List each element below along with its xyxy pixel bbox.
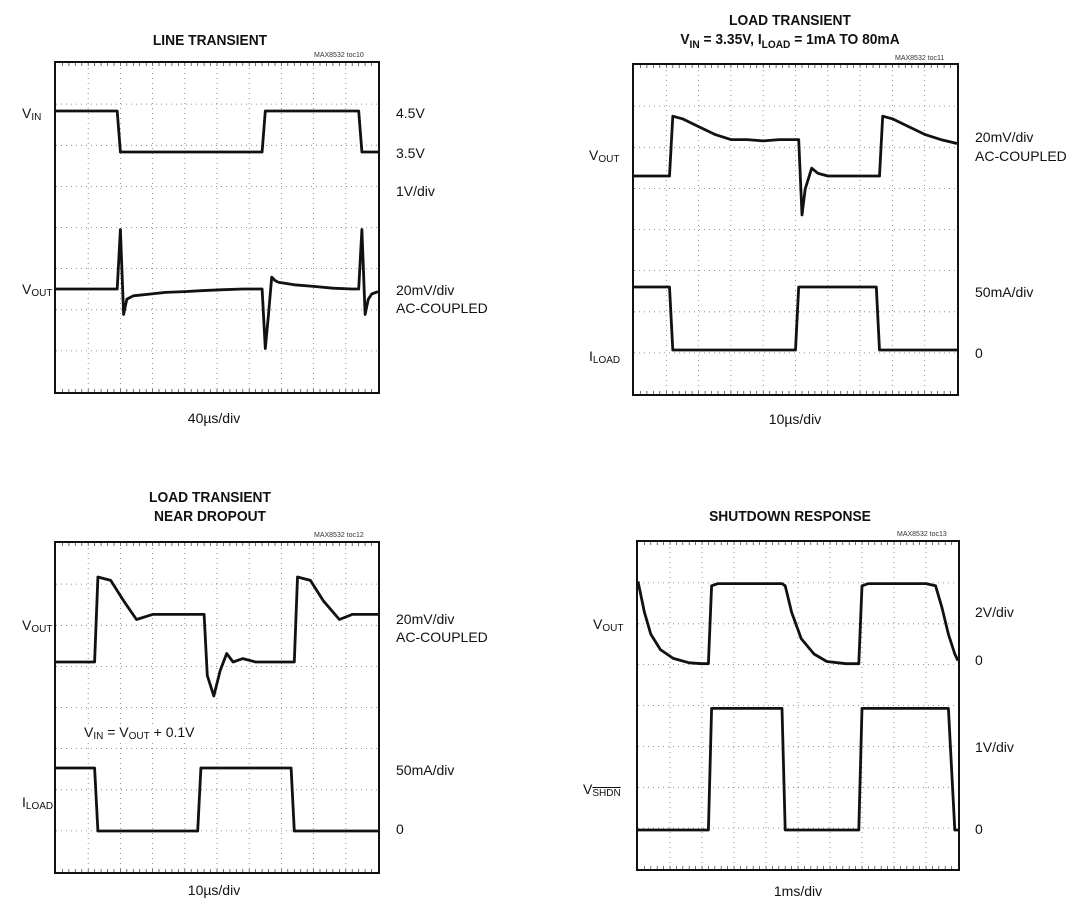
level-label: 4.5V	[396, 105, 425, 121]
level-label: 0	[975, 821, 983, 837]
figure-code: MAX8532 toc13	[897, 531, 947, 538]
iload-label: ILOAD	[589, 348, 621, 366]
vout-label: VOUT	[22, 281, 53, 299]
figure-code: MAX8532 toc11	[895, 55, 945, 62]
iload-label: ILOAD	[22, 794, 54, 812]
scale-label: 50mA/div	[975, 284, 1034, 300]
dropout-annotation: VIN = VOUT + 0.1V	[82, 724, 197, 742]
time-scale-label: 40µs/div	[187, 410, 241, 426]
scope-panel-load-transient-dropout	[54, 541, 380, 874]
scope-plot	[634, 65, 957, 394]
scale-label: 2V/div	[975, 604, 1014, 620]
vshdn-label: VSHDN	[583, 781, 621, 799]
chart-subtitle: NEAR DROPOUT	[154, 508, 266, 525]
vin-label: VIN	[22, 105, 42, 123]
trace-vout	[56, 575, 378, 698]
scale-label: 50mA/div	[396, 762, 455, 778]
trace-vshdn	[638, 706, 958, 832]
time-scale-label: 1ms/div	[773, 883, 823, 899]
figure-code: MAX8532 toc12	[314, 532, 364, 539]
coupling-label: AC-COUPLED	[975, 148, 1067, 164]
vout-label: VOUT	[22, 617, 53, 635]
vout-label: VOUT	[589, 147, 620, 165]
chart-subtitle: VIN = 3.35V, ILOAD = 1mA TO 80mA	[680, 31, 900, 51]
chart-title: LINE TRANSIENT	[152, 32, 268, 49]
chart-title: SHUTDOWN RESPONSE	[709, 508, 871, 525]
scope-plot	[56, 543, 378, 872]
trace-vout	[56, 228, 378, 350]
coupling-label: AC-COUPLED	[396, 629, 488, 645]
scale-label: 20mV/div	[975, 129, 1034, 145]
trace-vout	[638, 581, 958, 666]
level-label: 0	[975, 652, 983, 668]
vout-label: VOUT	[593, 616, 624, 634]
chart-title: LOAD TRANSIENT	[729, 12, 851, 29]
scope-plot	[56, 63, 378, 392]
time-scale-label: 10µs/div	[768, 411, 822, 427]
scale-label: 20mV/div	[396, 611, 455, 627]
trace-vin	[56, 109, 378, 154]
trace-vout	[634, 114, 957, 217]
trace-iload	[634, 285, 957, 352]
level-label: 0	[396, 821, 404, 837]
chart-title: LOAD TRANSIENT	[149, 489, 271, 506]
scope-panel-line-transient	[54, 61, 380, 394]
time-scale-label: 10µs/div	[187, 882, 241, 898]
scale-label: 20mV/div	[396, 282, 455, 298]
coupling-label: AC-COUPLED	[396, 300, 488, 316]
scale-label: 1V/div	[975, 739, 1014, 755]
trace-iload	[56, 766, 378, 833]
level-label: 3.5V	[396, 145, 425, 161]
scope-panel-shutdown-response	[636, 540, 960, 871]
scale-label: 1V/div	[396, 183, 435, 199]
figure-code: MAX8532 toc10	[314, 52, 364, 59]
scope-plot	[638, 542, 958, 869]
level-label: 0	[975, 345, 983, 361]
scope-panel-load-transient	[632, 63, 959, 396]
